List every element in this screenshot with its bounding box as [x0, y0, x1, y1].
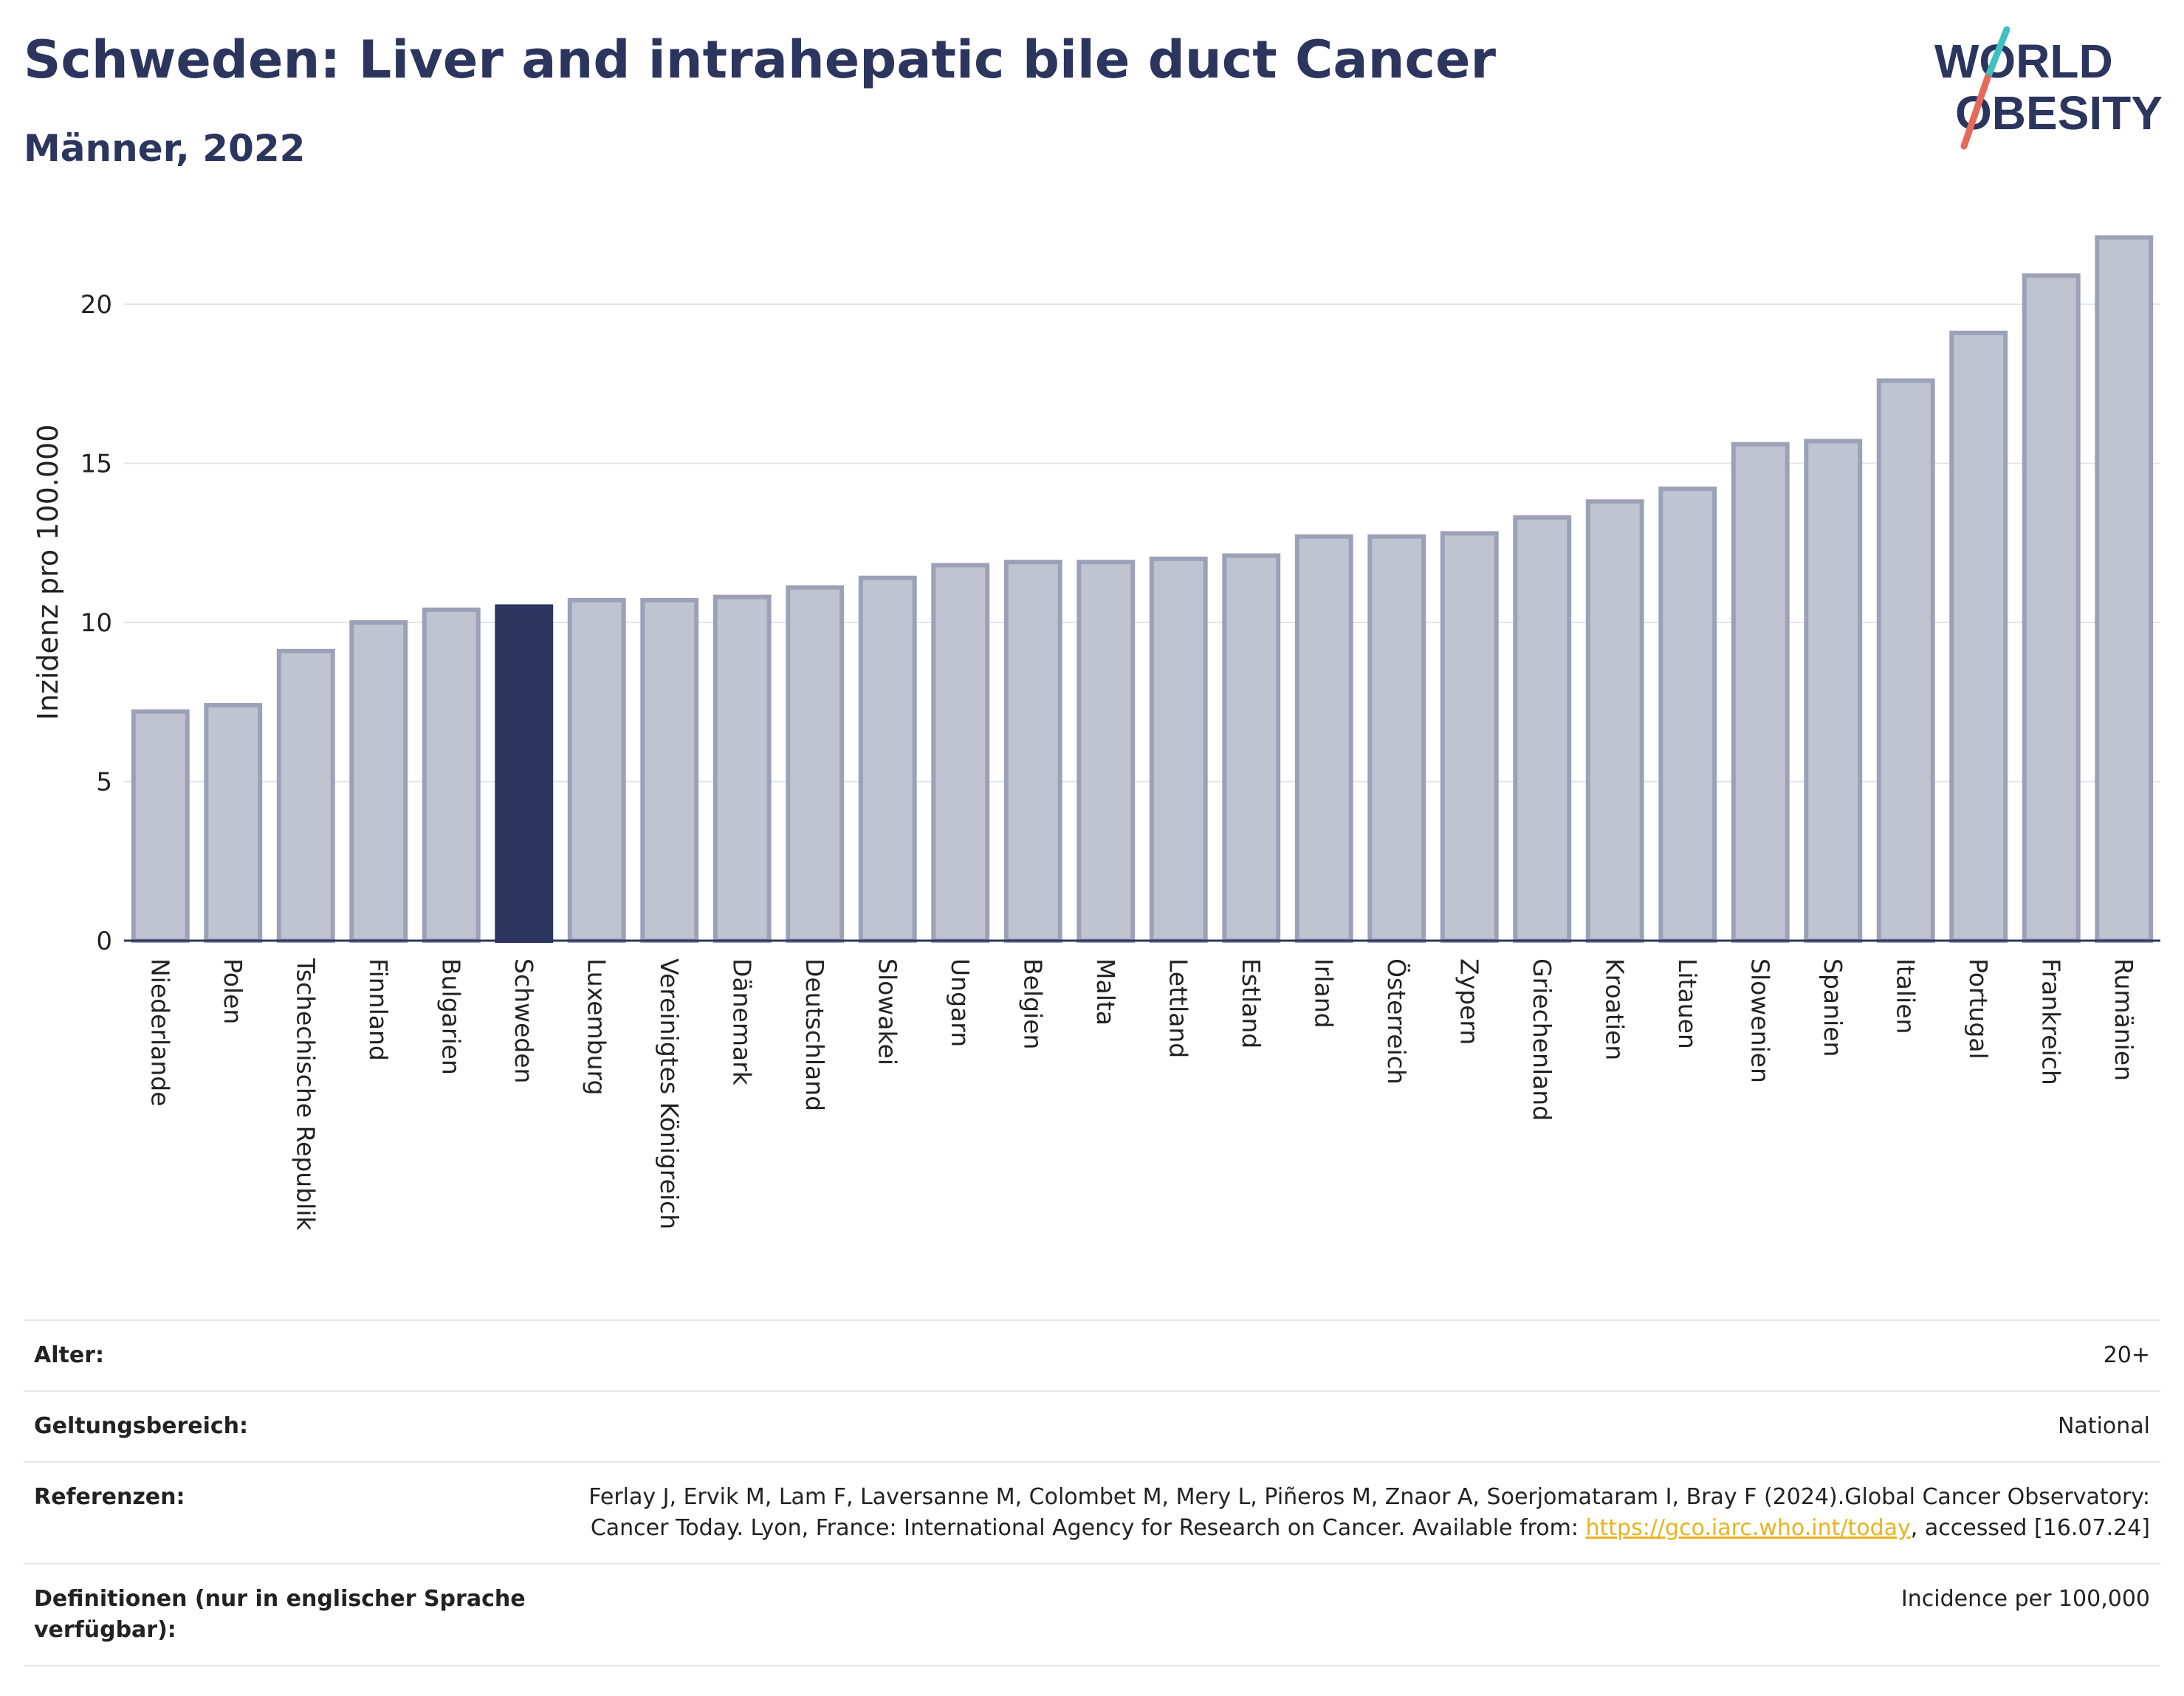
meta-refs-text-end: , accessed [16.07.24] — [1910, 1515, 2150, 1541]
x-tick-label: Lettland — [1164, 958, 1192, 1058]
x-tick-label: Rumänien — [2109, 958, 2138, 1081]
x-tick-label: Italien — [1891, 958, 1920, 1034]
meta-age-label: Alter: — [34, 1342, 104, 1368]
reference-link[interactable]: https://gco.iarc.who.int/today — [1585, 1515, 1911, 1541]
bar-lettland — [1149, 556, 1208, 943]
y-axis-label: Inzidenz pro 100.000 — [32, 425, 64, 721]
meta-scope-value: National — [2057, 1413, 2150, 1439]
x-tick-label: Niederlande — [145, 958, 174, 1107]
x-tick-label: Litauen — [1673, 958, 1702, 1049]
meta-refs-value: Ferlay J, Ervik M, Lam F, Laversanne M, … — [563, 1482, 2150, 1544]
x-tick-label: Spanien — [1819, 958, 1847, 1057]
x-tick-label: Kroatien — [1600, 958, 1629, 1060]
y-tick-label: 0 — [96, 927, 112, 956]
world-obesity-logo: WORLD OBESITY — [1920, 22, 2163, 155]
bar-vereinigtes-königreich — [640, 597, 699, 943]
y-tick-label: 20 — [80, 290, 112, 320]
bar-deutschland — [786, 585, 845, 943]
metadata-table: Alter: 20+ Geltungsbereich: National Ref… — [24, 1319, 2160, 1666]
bar-schweden — [495, 604, 554, 944]
bar-bulgarien — [422, 607, 481, 943]
meta-scope-label: Geltungsbereich: — [34, 1413, 249, 1439]
bar-zypern — [1440, 531, 1499, 943]
x-tick-label: Dänemark — [727, 958, 756, 1086]
y-tick-label: 5 — [96, 768, 112, 797]
bar-slowakei — [858, 575, 917, 943]
bars — [131, 235, 2154, 944]
bar-ungarn — [931, 563, 990, 944]
x-tick-label: Malta — [1091, 958, 1120, 1026]
x-tick-label: Slowakei — [873, 958, 902, 1065]
meta-row-references: Referenzen: Ferlay J, Ervik M, Lam F, La… — [24, 1461, 2160, 1563]
meta-age-value: 20+ — [2103, 1342, 2150, 1368]
x-tick-label: Slowenien — [1745, 958, 1774, 1083]
bar-italien — [1876, 378, 1935, 943]
y-tick-label: 15 — [80, 450, 112, 479]
bar-estland — [1222, 553, 1281, 943]
page-title: Schweden: Liver and intrahepatic bile du… — [24, 30, 1496, 90]
x-tick-label: Vereinigtes Königreich — [655, 958, 684, 1229]
x-tick-label: Österreich — [1382, 958, 1412, 1085]
x-tick-label: Zypern — [1455, 958, 1483, 1045]
logo-slash-bottom — [1960, 74, 1991, 150]
x-tick-label: Estland — [1237, 958, 1266, 1048]
page-subtitle: Männer, 2022 — [24, 127, 306, 170]
meta-refs-text: Ferlay J, Ervik M, Lam F, Laversanne M, … — [588, 1484, 2150, 1541]
bar-finnland — [349, 620, 408, 943]
bar-portugal — [1949, 330, 2008, 943]
bar-niederlande — [131, 709, 190, 943]
logo-slash-top — [1984, 26, 2010, 81]
bar-malta — [1076, 560, 1136, 943]
x-tick-label: Griechenland — [1528, 958, 1556, 1121]
bar-chart: 0 5 10 15 20 Niederlande Polen Tschechische Re… — [32, 235, 2160, 1231]
x-tick-label: Belgien — [1018, 958, 1047, 1049]
meta-row-definitions: Definitionen (nur in englischer Sprache … — [24, 1563, 2160, 1666]
bar-slowenien — [1731, 442, 1790, 943]
bar-polen — [204, 703, 263, 943]
meta-row-age: Alter: 20+ — [24, 1319, 2160, 1390]
y-tick-label: 10 — [80, 608, 112, 638]
x-tick-label: Frankreich — [2036, 958, 2065, 1085]
bar-griechenland — [1513, 515, 1572, 943]
x-tick-label: Tschechische Republik — [291, 958, 320, 1231]
logo-word-obesity: OBESITY — [1955, 86, 2163, 140]
x-tick-label: Ungarn — [946, 958, 975, 1047]
bar-frankreich — [2022, 273, 2081, 943]
bar-irland — [1294, 534, 1353, 943]
y-axis: 0 5 10 15 20 — [80, 290, 112, 956]
x-axis: Niederlande Polen Tschechische Republik Fin… — [124, 939, 2160, 1231]
x-tick-label: Finnland — [364, 958, 393, 1061]
x-tick-label: Polen — [219, 958, 247, 1024]
x-tick-label: Luxemburg — [582, 958, 611, 1095]
bar-kroatien — [1585, 499, 1644, 943]
bar-litauen — [1658, 487, 1717, 943]
x-tick-label: Schweden — [509, 958, 538, 1083]
bar-spanien — [1804, 439, 1863, 943]
bar-rumänien — [2095, 235, 2154, 944]
meta-defs-value: Incidence per 100,000 — [1900, 1586, 2150, 1612]
bar-österreich — [1367, 534, 1426, 943]
meta-refs-label: Referenzen: — [34, 1484, 185, 1510]
meta-defs-label: Definitionen (nur in englischer Sprache … — [34, 1586, 526, 1643]
x-tick-label: Bulgarien — [436, 958, 465, 1075]
bar-dänemark — [712, 594, 772, 943]
bar-luxemburg — [567, 597, 626, 943]
x-tick-label: Deutschland — [800, 958, 829, 1111]
x-tick-label: Irland — [1309, 958, 1338, 1029]
x-tick-label: Portugal — [1964, 958, 1993, 1060]
meta-row-scope: Geltungsbereich: National — [24, 1390, 2160, 1461]
bar-belgien — [1003, 560, 1062, 943]
bar-tschechische-republik — [276, 648, 335, 943]
logo-word-world: WORLD — [1934, 35, 2113, 88]
